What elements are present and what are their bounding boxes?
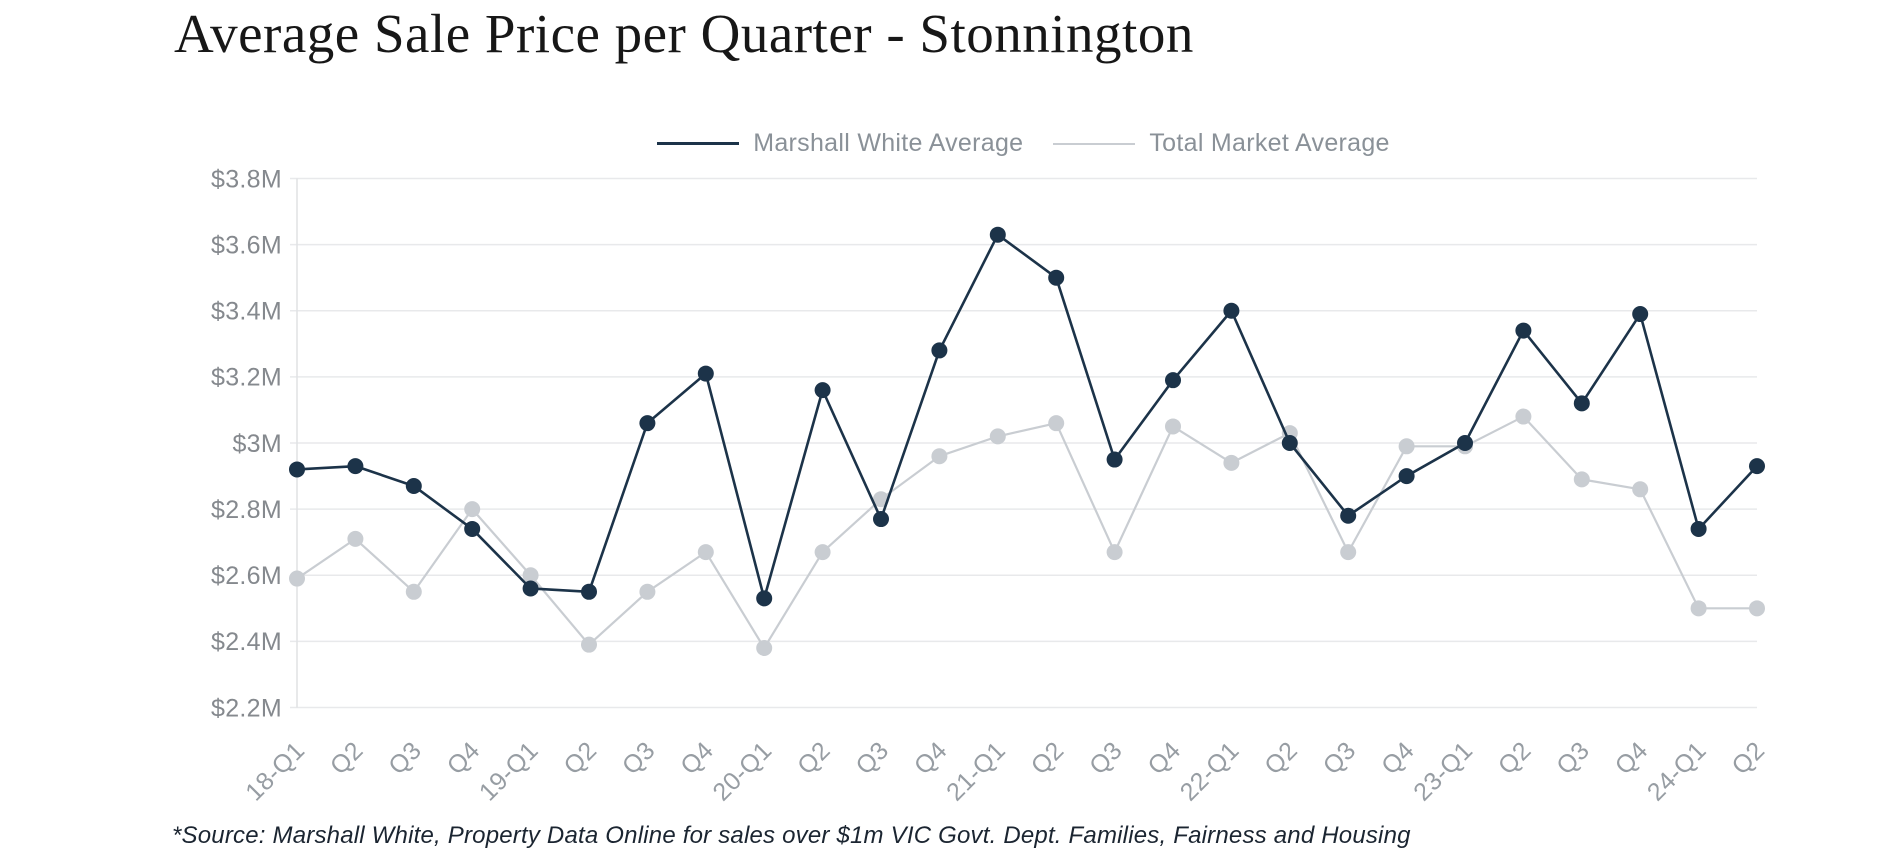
x-tick-label: 24-Q1 <box>1642 736 1712 806</box>
y-tick-label: $2.2M <box>211 694 282 722</box>
marshall-white-point[interactable] <box>873 511 889 528</box>
x-tick-label: 18-Q1 <box>240 736 310 806</box>
x-tick-label: Q4 <box>442 736 486 780</box>
total-market-point[interactable] <box>289 570 305 587</box>
legend-item-total-market[interactable]: Total Market Average <box>1053 129 1389 158</box>
x-tick-label: Q2 <box>325 736 369 780</box>
x-tick-label: Q3 <box>383 736 427 780</box>
source-note: *Source: Marshall White, Property Data O… <box>172 822 1411 849</box>
total-market-point[interactable] <box>873 491 889 508</box>
total-market-point[interactable] <box>1398 438 1415 455</box>
marshall-white-point[interactable] <box>1398 468 1415 485</box>
chart-legend: Marshall White Average Total Market Aver… <box>290 129 1757 158</box>
marshall-white-point[interactable] <box>1281 435 1298 451</box>
marshall-white-point[interactable] <box>1223 302 1240 319</box>
x-tick-label: 20-Q1 <box>707 736 777 806</box>
marshall-white-point[interactable] <box>697 365 714 382</box>
marshall-white-point[interactable] <box>1457 435 1473 451</box>
x-tick-label: 21-Q1 <box>941 736 1011 806</box>
marshall-white-line-swatch <box>657 142 740 145</box>
total-market-point[interactable] <box>697 544 714 561</box>
y-tick-label: $3M <box>232 430 282 458</box>
marshall-white-point[interactable] <box>814 382 831 399</box>
legend-label-total-market: Total Market Average <box>1149 129 1390 157</box>
total-market-point[interactable] <box>1106 544 1123 561</box>
y-tick-label: $2.8M <box>211 496 282 524</box>
total-market-point[interactable] <box>1515 408 1532 425</box>
total-market-point[interactable] <box>1573 471 1590 488</box>
x-tick-label: Q4 <box>675 736 719 780</box>
x-tick-label: Q2 <box>1493 736 1537 780</box>
marshall-white-line <box>296 233 1758 600</box>
x-tick-label: Q4 <box>909 736 953 780</box>
x-tick-label: Q4 <box>1142 736 1186 780</box>
x-tick-label: Q2 <box>1726 736 1770 780</box>
total-market-point[interactable] <box>464 501 481 518</box>
total-market-point[interactable] <box>405 583 422 600</box>
chart-title: Average Sale Price per Quarter - Stonnin… <box>174 3 1194 64</box>
total-market-point[interactable] <box>1048 415 1065 432</box>
marshall-white-point[interactable] <box>1632 306 1649 323</box>
total-market-point[interactable] <box>1632 481 1649 498</box>
x-tick-label: Q3 <box>1084 736 1128 780</box>
marshall-white-point[interactable] <box>639 415 656 432</box>
total-market-point[interactable] <box>931 448 948 465</box>
y-tick-label: $2.4M <box>211 628 282 656</box>
x-tick-label: Q2 <box>792 736 836 780</box>
y-tick-label: $3.6M <box>211 231 282 259</box>
marshall-white-point[interactable] <box>581 583 597 600</box>
legend-label-marshall-white: Marshall White Average <box>753 129 1024 157</box>
marshall-white-point[interactable] <box>931 342 948 359</box>
marshall-white-point[interactable] <box>1106 451 1123 468</box>
marshall-white-point[interactable] <box>347 458 364 475</box>
x-tick-label: Q4 <box>1376 736 1420 780</box>
total-market-point[interactable] <box>1749 600 1765 617</box>
marshall-white-point[interactable] <box>1165 372 1181 389</box>
total-market-point[interactable] <box>989 428 1006 445</box>
x-tick-label: Q3 <box>1551 736 1595 780</box>
x-tick-label: Q3 <box>1318 736 1362 780</box>
marshall-white-point[interactable] <box>1749 458 1765 475</box>
marshall-white-point[interactable] <box>522 580 539 597</box>
total-market-point[interactable] <box>1223 454 1240 471</box>
marshall-white-point[interactable] <box>1340 507 1357 524</box>
marshall-white-point[interactable] <box>989 226 1006 243</box>
x-tick-label: 23-Q1 <box>1408 736 1478 806</box>
total-market-point[interactable] <box>814 544 831 561</box>
x-tick-label: Q2 <box>1026 736 1070 780</box>
x-tick-label: Q3 <box>617 736 661 780</box>
total-market-point[interactable] <box>1340 544 1357 561</box>
x-tick-label: Q4 <box>1610 736 1654 780</box>
total-market-point[interactable] <box>347 530 364 547</box>
total-market-line <box>296 415 1757 650</box>
x-tick-label: Q2 <box>1259 736 1303 780</box>
total-market-point[interactable] <box>639 583 656 600</box>
total-market-point[interactable] <box>522 567 539 584</box>
marshall-white-point[interactable] <box>1573 395 1590 412</box>
total-market-point[interactable] <box>1165 418 1181 435</box>
x-tick-label: Q3 <box>850 736 894 780</box>
total-market-point[interactable] <box>756 639 773 656</box>
marshall-white-point[interactable] <box>1515 322 1532 339</box>
y-tick-label: $3.4M <box>211 298 282 326</box>
marshall-white-point[interactable] <box>405 477 422 494</box>
marshall-white-point[interactable] <box>1048 269 1065 286</box>
y-tick-label: $2.6M <box>211 562 282 590</box>
marshall-white-point[interactable] <box>756 590 773 607</box>
y-tick-label: $3.8M <box>211 165 282 193</box>
total-market-point[interactable] <box>1690 600 1707 617</box>
marshall-white-point[interactable] <box>1690 520 1707 537</box>
y-tick-label: $3.2M <box>211 364 282 392</box>
total-market-point[interactable] <box>581 636 597 653</box>
legend-item-marshall-white[interactable]: Marshall White Average <box>657 129 1023 158</box>
x-tick-label: 22-Q1 <box>1175 736 1245 806</box>
x-tick-label: 19-Q1 <box>474 736 544 806</box>
total-market-line-swatch <box>1053 142 1136 145</box>
marshall-white-point[interactable] <box>464 520 481 537</box>
marshall-white-point[interactable] <box>289 461 305 478</box>
x-tick-label: Q2 <box>558 736 602 780</box>
